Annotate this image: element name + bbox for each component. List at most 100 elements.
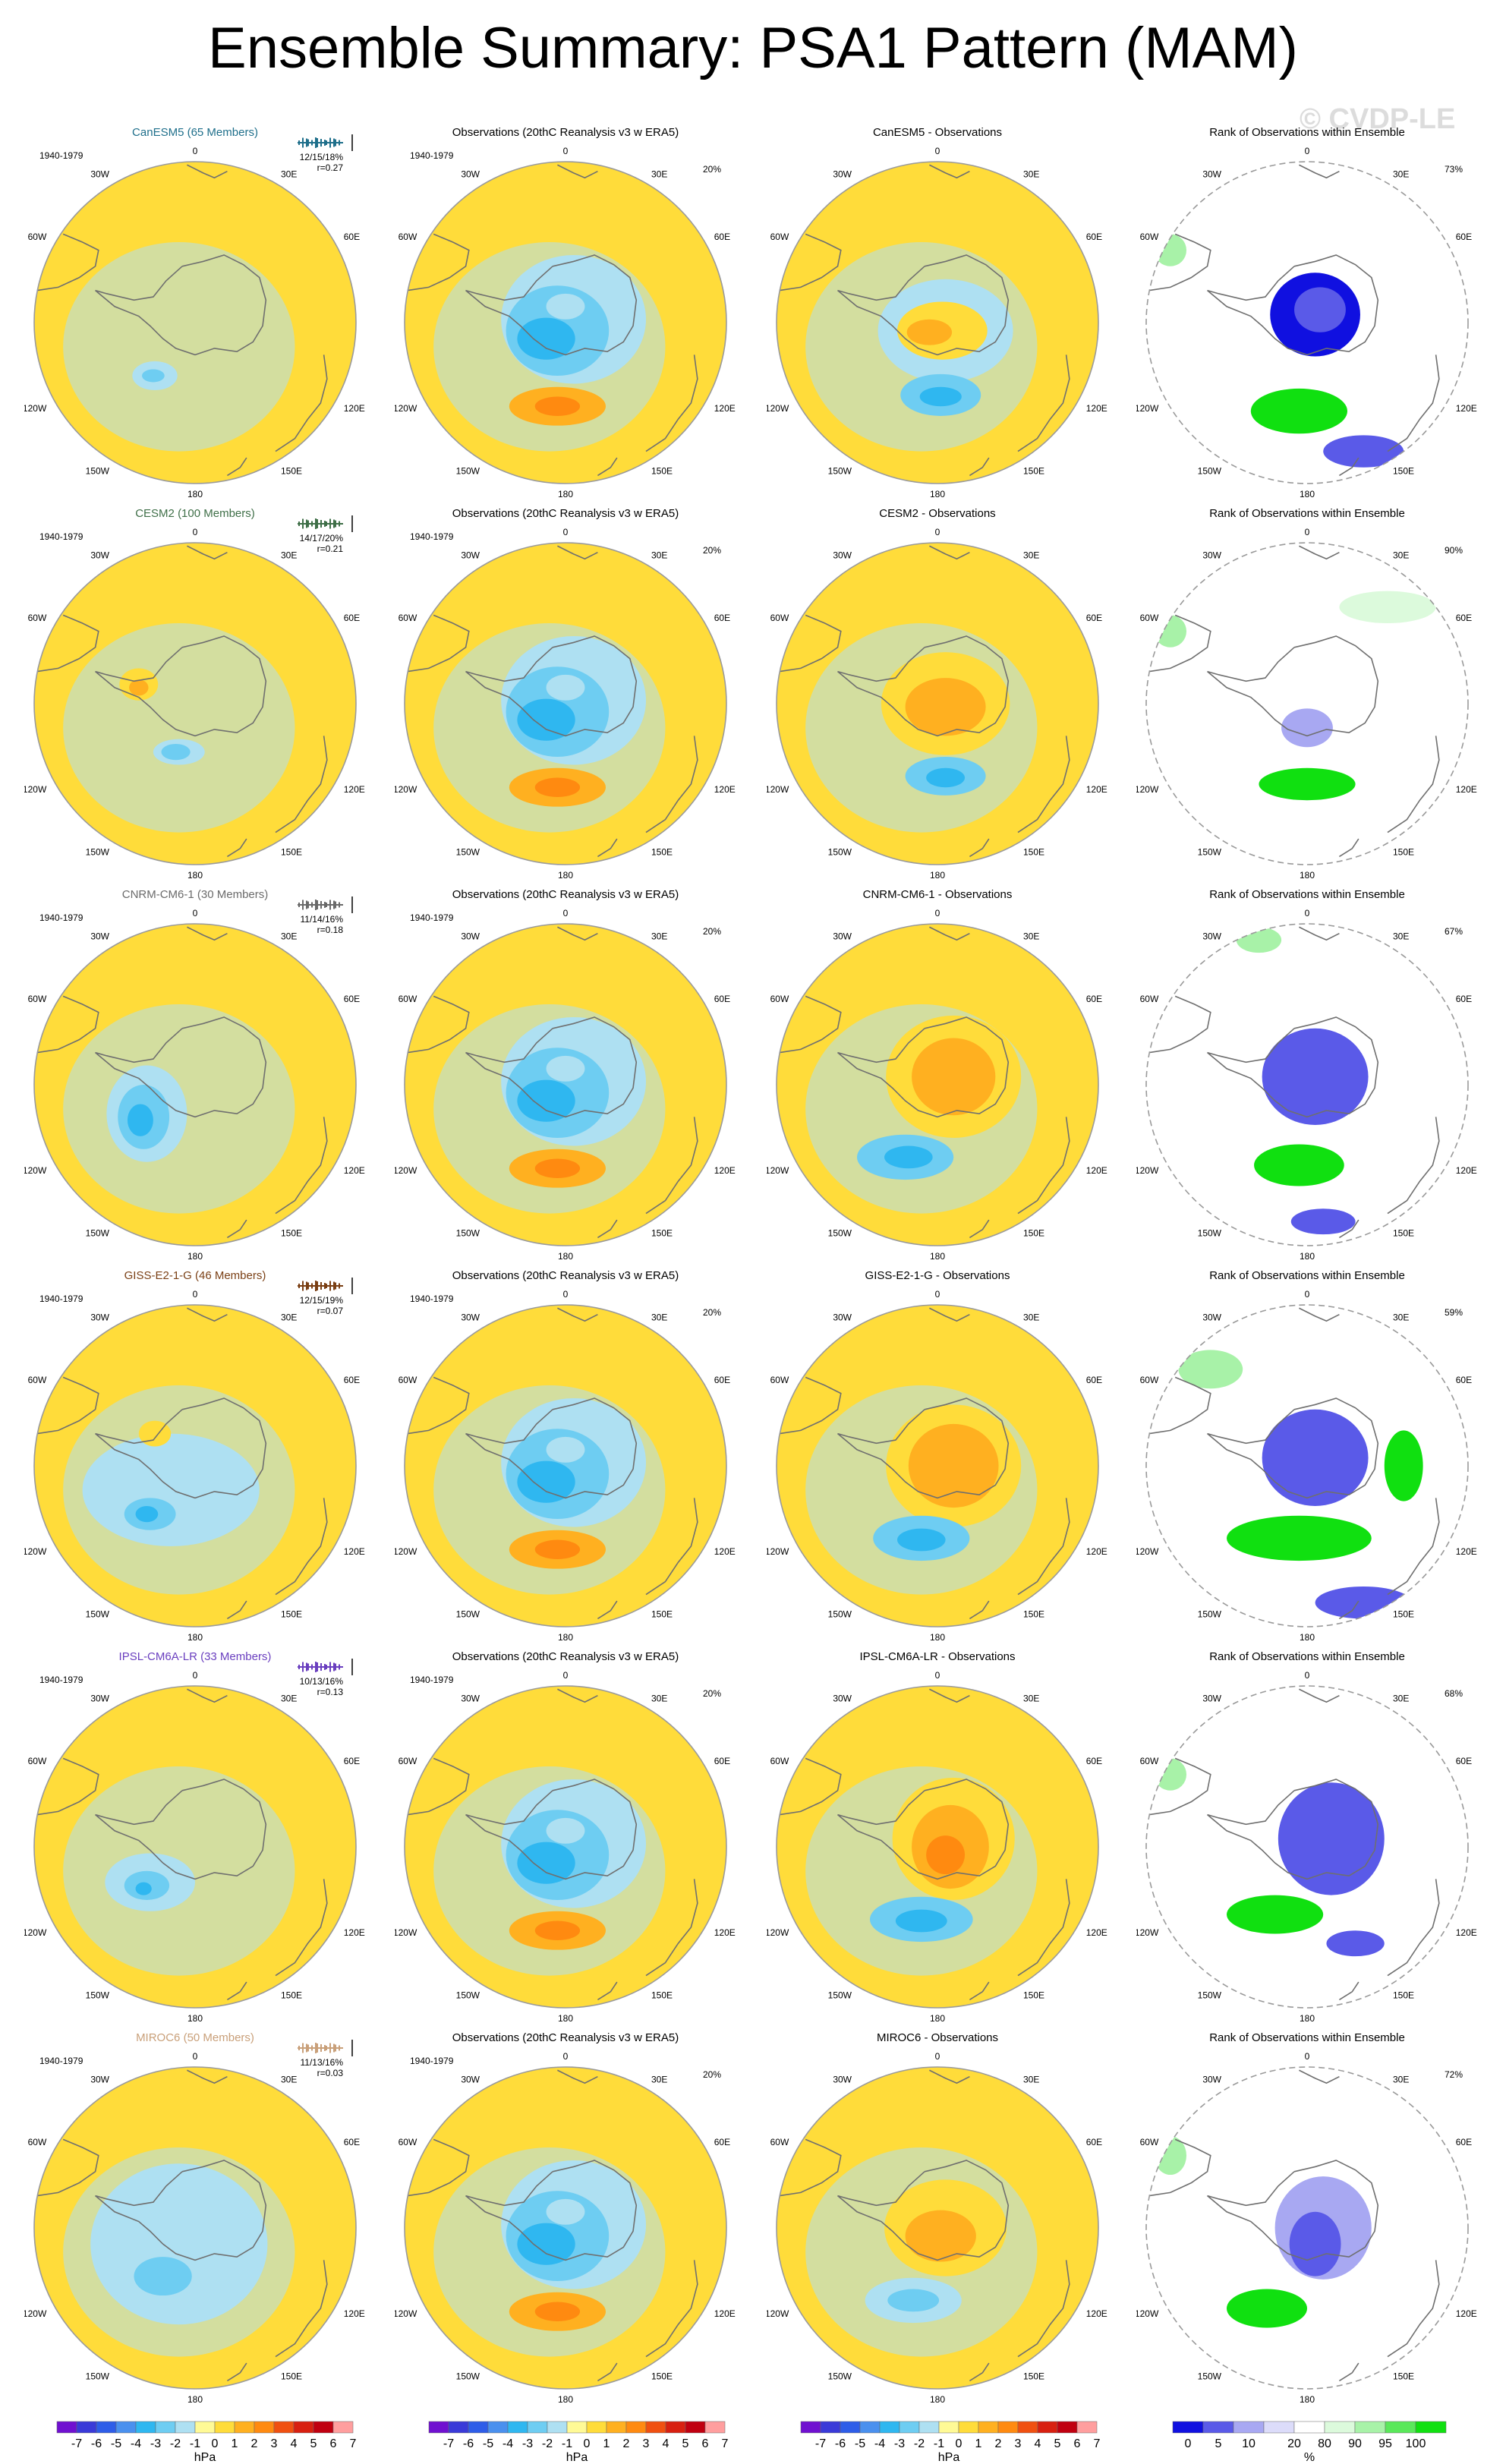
cesm2-rank-lon-label: 30W xyxy=(1202,550,1221,560)
giss-e2-1-g-model-contour-2 xyxy=(135,1506,159,1523)
cesm2-model-period: 1940-1979 xyxy=(39,531,83,542)
canesm5-diff-coastline-3 xyxy=(1017,354,1070,452)
canesm5-obs-contour-2 xyxy=(517,317,575,360)
colorbar-swatch xyxy=(1233,2421,1265,2434)
colorbar-label: 10 xyxy=(1242,2437,1256,2450)
miroc6-rank-lon-label: 30W xyxy=(1202,2074,1221,2084)
colorbar-diff: -7 -6 -5 -4 -3 -2 -1 0 1 2 3 4 5 6 7 hPa xyxy=(800,2421,1101,2464)
cnrm-cm6-1-obs-lon-label: 60W xyxy=(399,994,417,1004)
colorbar-label: 2 xyxy=(251,2437,258,2450)
canesm5-model-coastline-0 xyxy=(95,254,267,356)
ipsl-cm6a-lr-obs-lon-label: 60W xyxy=(399,1756,417,1766)
giss-e2-1-g-model-period: 1940-1979 xyxy=(39,1293,83,1304)
colorbar-label: -2 xyxy=(170,2437,181,2450)
cesm2-obs-contour-5 xyxy=(534,777,581,797)
miroc6-model-coastline-4 xyxy=(226,2362,247,2382)
canesm5-obs-coastline-0 xyxy=(465,254,638,356)
cesm2-diff-map: CESM2 - Observations030E60E90E120E150E18… xyxy=(747,507,1125,881)
giss-e2-1-g-obs-lon-label: 180 xyxy=(558,1632,573,1640)
giss-e2-1-g-obs-period: 1940-1979 xyxy=(410,1293,454,1304)
ipsl-cm6a-lr-diff-coastline-2 xyxy=(929,1688,970,1703)
cnrm-cm6-1-diff-map: CNRM-CM6-1 - Observations030E60E90E120E1… xyxy=(747,888,1125,1262)
canesm5-rank-coastline-2 xyxy=(1299,164,1340,179)
canesm5-rank-rank-pct: 73% xyxy=(1445,164,1463,175)
canesm5-model-lon-label: 120E xyxy=(344,403,365,414)
giss-e2-1-g-model-coastline-0 xyxy=(95,1397,267,1499)
colorbar-unit: hPa xyxy=(938,2451,960,2464)
miroc6-obs-map: Observations (20thC Reanalysis v3 w ERA5… xyxy=(375,2031,753,2405)
miroc6-diff-lon-label: 60W xyxy=(770,2137,789,2147)
giss-e2-1-g-rank-frame xyxy=(1145,1304,1469,1627)
cnrm-cm6-1-diff-frame xyxy=(776,923,1099,1246)
canesm5-model-map: CanESM5 (65 Members) 1940-1979 12/15/18%r=… xyxy=(5,126,383,499)
cnrm-cm6-1-rank-lon-label: 60E xyxy=(1456,994,1472,1004)
cnrm-cm6-1-rank-coastline-3 xyxy=(1387,1117,1440,1215)
miroc6-rank-map: Rank of Observations within Ensemble 72% 0… xyxy=(1117,2031,1495,2405)
giss-e2-1-g-diff-coastline-3 xyxy=(1017,1498,1070,1596)
colorbar-label: 2 xyxy=(623,2437,630,2450)
canesm5-obs-lon-label: 150W xyxy=(456,466,480,477)
cnrm-cm6-1-model-coastline-4 xyxy=(226,1219,247,1239)
ipsl-cm6a-lr-obs-contour-2 xyxy=(517,1842,575,1884)
ipsl-cm6a-lr-rank-contour-1 xyxy=(1227,1895,1324,1934)
cesm2-model-lon-label: 150W xyxy=(86,847,110,858)
miroc6-rank-lon-label: 60W xyxy=(1140,2137,1159,2147)
miroc6-obs-contour-3 xyxy=(546,2198,585,2225)
miroc6-rank-contour-1 xyxy=(1289,2211,1341,2277)
colorbar-swatch xyxy=(1037,2421,1058,2434)
cnrm-cm6-1-model-lon-label: 30W xyxy=(90,931,109,941)
giss-e2-1-g-diff-contour-3 xyxy=(897,1528,946,1552)
cnrm-cm6-1-obs-period: 1940-1979 xyxy=(410,912,454,923)
cesm2-diff-lon-label: 60E xyxy=(1086,613,1102,623)
panel-ipsl-cm6a-lr-model: IPSL-CM6A-LR (33 Members) 1940-1979 10/13/… xyxy=(5,1649,383,2024)
colorbar-swatch xyxy=(547,2421,568,2434)
cesm2-rank-lon-label: 180 xyxy=(1300,870,1315,878)
ipsl-cm6a-lr-diff-title: IPSL-CM6A-LR - Observations xyxy=(859,1650,1015,1663)
cesm2-model-lon-label: 30W xyxy=(90,550,109,560)
colorbar-swatch xyxy=(879,2421,900,2434)
ipsl-cm6a-lr-model-lon-label: 150W xyxy=(86,1990,110,2001)
ipsl-cm6a-lr-model-lon-label: 0 xyxy=(193,1670,198,1681)
giss-e2-1-g-obs-lon-label: 120E xyxy=(714,1546,736,1557)
colorbar-swatch xyxy=(1354,2421,1386,2434)
giss-e2-1-g-diff-coastline-2 xyxy=(929,1307,970,1322)
colorbar-label: -7 xyxy=(443,2437,454,2450)
ipsl-cm6a-lr-diff-lon-label: 150E xyxy=(1023,1990,1044,2001)
cesm2-model-member-strip xyxy=(298,515,353,532)
canesm5-diff-lon-label: 30E xyxy=(1023,169,1039,179)
canesm5-model-contour-1 xyxy=(142,369,165,383)
ipsl-cm6a-lr-obs-lon-label: 60E xyxy=(714,1756,730,1766)
colorbar-unit: hPa xyxy=(566,2451,588,2464)
cnrm-cm6-1-obs-contour-3 xyxy=(546,1055,585,1082)
cesm2-obs-coastline-0 xyxy=(465,635,638,737)
colorbar-swatch xyxy=(978,2421,999,2434)
panel-cesm2-rank: Rank of Observations within Ensemble 90% 0… xyxy=(1117,506,1495,881)
panel-ipsl-cm6a-lr-obs: Observations (20thC Reanalysis v3 w ERA5… xyxy=(375,1649,753,2024)
giss-e2-1-g-model-frame xyxy=(33,1304,357,1627)
cnrm-cm6-1-obs-contour-2 xyxy=(517,1079,575,1122)
giss-e2-1-g-rank-title: Rank of Observations within Ensemble xyxy=(1209,1269,1405,1282)
canesm5-rank-frame xyxy=(1145,161,1469,484)
miroc6-diff-lon-label: 30W xyxy=(833,2074,852,2084)
canesm5-diff-contour-2 xyxy=(906,319,953,345)
ipsl-cm6a-lr-diff-lon-label: 150W xyxy=(828,1990,852,2001)
miroc6-obs-coastline-3 xyxy=(645,2260,698,2358)
ipsl-cm6a-lr-diff-coastline-4 xyxy=(969,1981,990,2001)
ipsl-cm6a-lr-obs-contour-5 xyxy=(534,1920,581,1940)
canesm5-diff-lon-label: 60W xyxy=(770,232,789,242)
cnrm-cm6-1-diff-coastline-0 xyxy=(837,1016,1010,1118)
miroc6-rank-lon-label: 180 xyxy=(1300,2394,1315,2403)
cesm2-obs-coastline-3 xyxy=(645,736,698,833)
cesm2-model-lon-label: 60E xyxy=(344,613,360,623)
cnrm-cm6-1-model-coastline-0 xyxy=(95,1016,267,1118)
giss-e2-1-g-obs-lon-label: 0 xyxy=(563,1289,569,1300)
colorbar-label: 2 xyxy=(995,2437,1002,2450)
cnrm-cm6-1-rank-coastline-0 xyxy=(1207,1016,1379,1118)
canesm5-obs-lon-label: 60E xyxy=(714,232,730,242)
cesm2-model-contour-1 xyxy=(161,744,191,761)
ipsl-cm6a-lr-model-lon-label: 180 xyxy=(187,2013,203,2021)
ipsl-cm6a-lr-rank-title: Rank of Observations within Ensemble xyxy=(1209,1650,1405,1663)
ipsl-cm6a-lr-diff-lon-label: 0 xyxy=(935,1670,940,1681)
giss-e2-1-g-model-stats: 12/15/19% xyxy=(300,1295,344,1306)
colorbar-swatch xyxy=(487,2421,509,2434)
